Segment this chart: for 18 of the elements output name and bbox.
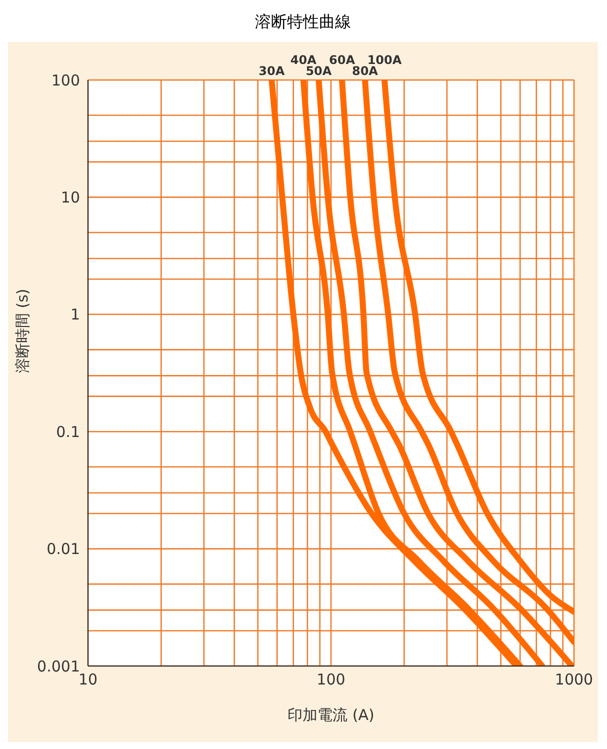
series-label: 80A (352, 64, 379, 78)
y-tick-label: 0.1 (56, 422, 80, 441)
x-tick-label: 1000 (554, 670, 594, 689)
series-label: 40A (290, 53, 318, 67)
x-axis-title: 印加電流 (A) (288, 706, 374, 724)
x-tick-label: 10 (78, 670, 98, 689)
series-label: 60A (329, 53, 356, 67)
series-label: 50A (306, 64, 332, 78)
y-tick-label: 100 (51, 71, 80, 90)
y-tick-label: 0.01 (46, 540, 80, 558)
y-tick-label: 10 (60, 188, 80, 207)
y-tick-label: 0.001 (37, 657, 80, 676)
y-tick-label: 1 (70, 306, 80, 324)
y-axis-title: 溶断時間 (s) (13, 288, 32, 373)
x-tick-label: 100 (316, 670, 346, 689)
series-label: 30A (258, 64, 286, 78)
chart-title: 溶断特性曲線 (254, 11, 352, 33)
series-label: 100A (367, 53, 402, 67)
